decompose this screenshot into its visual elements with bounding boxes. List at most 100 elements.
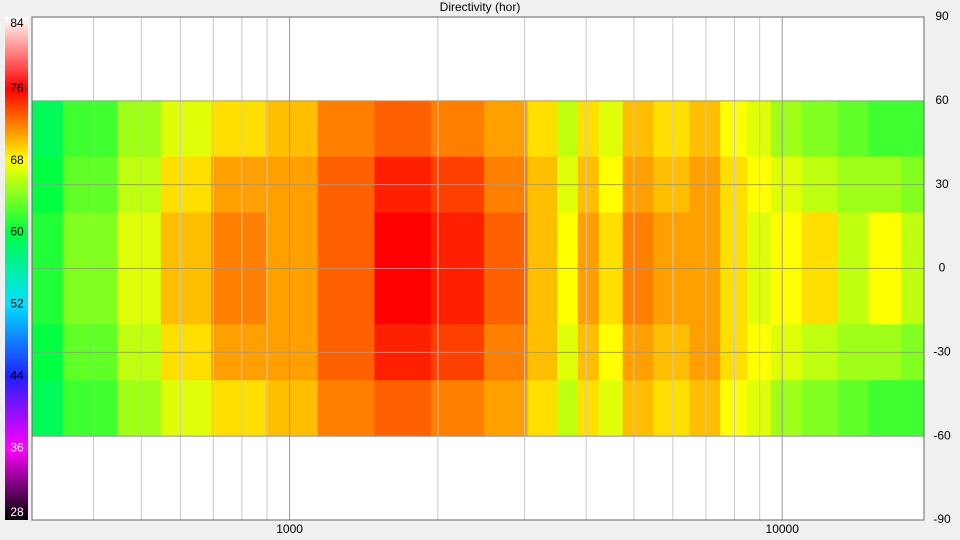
heat-cell [160,380,212,437]
heat-cell [689,212,721,269]
heat-cell [62,380,118,437]
heat-cell [770,100,803,158]
heat-cell [484,212,528,269]
heat-cell [868,380,902,437]
heat-cell [430,380,485,437]
heat-cell [598,100,624,158]
heat-cell [527,212,558,269]
heat-cell [317,100,375,158]
heat-cell [527,268,558,325]
heat-cell [117,380,162,437]
heat-cell [901,212,925,269]
heat-cell [265,212,319,269]
heat-cell [801,380,839,437]
colorbar-tick-label: 36 [10,440,24,454]
heat-cell [689,100,721,158]
heat-cell [32,212,64,269]
heat-cell [211,100,267,158]
heat-cell [317,268,375,325]
heat-cell [689,268,721,325]
heat-cell [622,380,654,437]
colorbar-tick-label: 60 [10,225,24,239]
heat-cell [430,268,485,325]
heat-cell [160,268,212,325]
heat-cell [577,100,600,158]
heat-cell [770,212,803,269]
colorbar-tick-label: 76 [10,81,24,95]
heat-cell [557,100,579,158]
heat-cell [577,268,600,325]
heat-cell [374,212,432,269]
heat-cell [801,212,839,269]
heat-cell [117,100,162,158]
heat-cell [160,212,212,269]
heat-cell [430,100,485,158]
chart-title: Directivity (hor) [440,0,521,14]
colorbar [5,17,28,520]
heat-cell [62,268,118,325]
heat-cell [622,100,654,158]
heat-cell [557,268,579,325]
heat-cell [484,100,528,158]
heat-cell [32,380,64,437]
heat-cell [901,380,925,437]
heat-cell [653,212,690,269]
heat-cell [62,212,118,269]
heat-cell [265,100,319,158]
heat-cell [211,212,267,269]
heat-cell [720,268,748,325]
heat-cell [557,212,579,269]
y-tick-label: 0 [939,261,946,275]
heat-cell [317,212,375,269]
heat-cell [527,380,558,437]
x-tick-label: 10000 [766,522,800,536]
heat-cell [62,100,118,158]
heat-cell [211,268,267,325]
heat-cell [32,268,64,325]
heat-cell [577,212,600,269]
y-tick-label: -30 [933,345,951,359]
heat-cell [653,380,690,437]
heat-cell [117,268,162,325]
heat-cell [720,380,748,437]
heat-cell [801,268,839,325]
heat-cell [317,380,375,437]
heat-cell [598,380,624,437]
heat-cell [265,380,319,437]
heat-cell [837,380,869,437]
heat-cell [770,380,803,437]
heat-cell [484,380,528,437]
heat-cell [598,268,624,325]
y-tick-label: -60 [933,428,951,442]
heat-cell [837,100,869,158]
heat-cell [527,100,558,158]
heat-cell [837,268,869,325]
heat-cell [374,100,432,158]
y-tick-label: -90 [933,512,951,526]
heat-cell [577,380,600,437]
heat-cell [598,212,624,269]
colorbar-tick-label: 52 [10,297,24,311]
colorbar-tick-label: 68 [10,153,24,167]
heat-cell [837,212,869,269]
heat-cell [868,212,902,269]
heat-cell [770,268,803,325]
heat-cell [868,268,902,325]
heat-cell [901,100,925,158]
heat-cell [720,212,748,269]
heat-cell [653,100,690,158]
heat-cell [557,380,579,437]
heat-cell [374,268,432,325]
heat-cell [653,268,690,325]
y-tick-label: 90 [935,9,949,23]
heat-cell [160,100,212,158]
heat-cell [265,268,319,325]
plot-area [31,16,925,521]
heat-cell [622,212,654,269]
heat-cell [117,212,162,269]
heat-cell [32,100,64,158]
heat-cell [430,212,485,269]
y-tick-label: 60 [935,93,949,107]
heat-cell [374,380,432,437]
